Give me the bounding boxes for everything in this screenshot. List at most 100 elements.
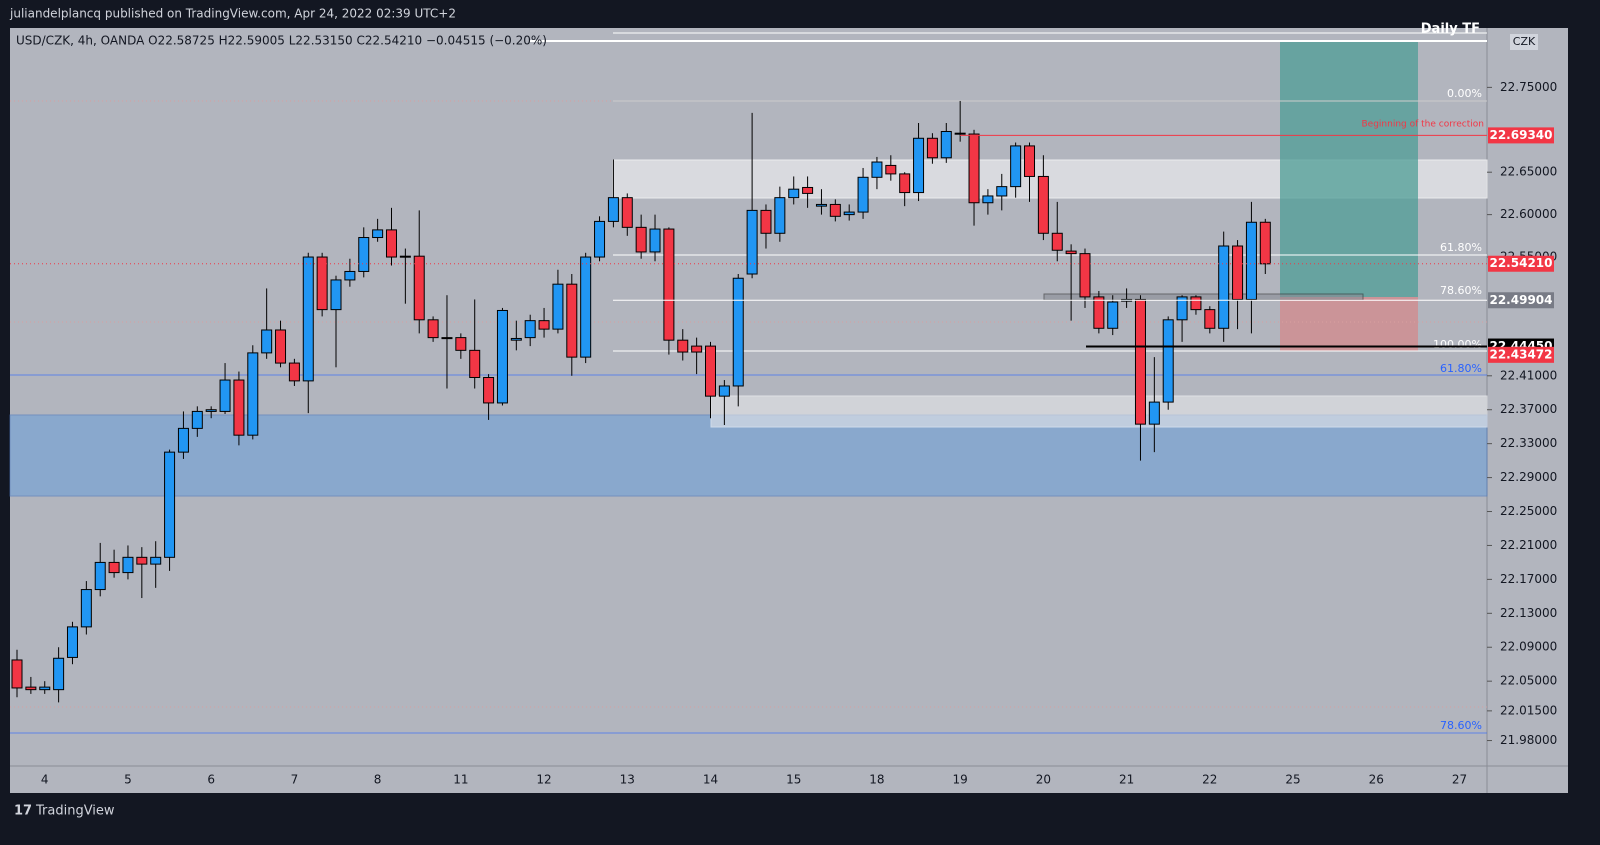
candle-body [455, 337, 467, 351]
candle-body [552, 283, 564, 330]
candle-body [982, 195, 994, 204]
candle-body [1134, 298, 1146, 425]
candle-body [1218, 245, 1230, 329]
price-label: 22.43472 [1489, 347, 1552, 361]
candle-body [25, 686, 37, 691]
candle-body [913, 137, 925, 194]
x-tick-label: 13 [620, 773, 635, 787]
candle-body [635, 226, 647, 253]
publish-header: juliandelplancq published on TradingView… [9, 7, 456, 21]
candle-body [177, 427, 189, 453]
candle-body [330, 279, 342, 311]
y-tick-label: 22.29000 [1500, 470, 1557, 484]
fib-label: 61.80% [1440, 241, 1482, 254]
candle-body [1176, 296, 1188, 321]
candle-body [469, 349, 481, 378]
long-stop [1280, 297, 1418, 351]
timeframe-note: Daily TF [1421, 22, 1480, 37]
candle-body [108, 561, 120, 574]
fib-label: 78.60% [1440, 284, 1482, 297]
x-tick-label: 8 [374, 773, 382, 787]
candle-body [594, 220, 606, 258]
price-label: 22.69340 [1489, 128, 1552, 142]
candle-body [483, 376, 495, 404]
long-target [1280, 42, 1418, 297]
candle-body [954, 132, 966, 135]
x-tick-label: 11 [453, 773, 468, 787]
candle-body [1162, 319, 1174, 403]
y-tick-label: 22.25000 [1500, 504, 1557, 518]
candle-body [1148, 401, 1160, 425]
candle-body [538, 320, 550, 330]
candle-body [233, 379, 245, 436]
candle-body [843, 211, 855, 216]
candle-body [899, 173, 911, 194]
price-label: 22.49904 [1489, 293, 1552, 307]
y-tick-label: 22.21000 [1500, 538, 1557, 552]
fib-label: 78.60% [1440, 719, 1482, 732]
candle-body [302, 256, 314, 382]
candle-body [1245, 221, 1257, 300]
candle-body [261, 329, 273, 354]
candle-body [1079, 253, 1091, 298]
correction-note: Beginning of the correction [1361, 120, 1484, 130]
candle-body [649, 228, 661, 253]
candle-body [607, 197, 619, 222]
y-tick-label: 22.37000 [1500, 402, 1557, 416]
candle-body [691, 345, 703, 353]
y-tick-label: 22.13000 [1500, 606, 1557, 620]
support-zone [710, 395, 1488, 428]
candle-body [316, 256, 328, 311]
x-tick-label: 15 [786, 773, 801, 787]
candle-body [1024, 145, 1036, 177]
candle-body [926, 137, 938, 159]
demand-zone [9, 414, 1488, 497]
candle-body [441, 337, 453, 340]
x-tick-label: 12 [536, 773, 551, 787]
candle-body [385, 229, 397, 258]
candle-body [1204, 309, 1216, 329]
x-tick-label: 20 [1036, 773, 1051, 787]
candle-body [732, 277, 744, 387]
currency-label: CZK [1513, 35, 1536, 48]
price-label-box [1488, 292, 1554, 309]
candle-body [344, 270, 356, 281]
candle-body [191, 410, 203, 429]
candle-body [164, 451, 176, 558]
candle-body [746, 209, 758, 275]
candle-body [718, 385, 730, 397]
x-tick-label: 18 [869, 773, 884, 787]
candle-body [705, 345, 716, 397]
candle-body [1232, 245, 1244, 300]
x-tick-label: 27 [1452, 773, 1467, 787]
candle-body [66, 626, 78, 658]
x-tick-label: 6 [207, 773, 215, 787]
candle-body [510, 337, 522, 341]
candle-body [1259, 221, 1271, 265]
candle-body [871, 161, 883, 178]
y-tick-label: 22.33000 [1500, 436, 1557, 450]
candle-body [122, 556, 134, 574]
candle-body [372, 229, 384, 239]
x-tick-label: 25 [1285, 773, 1300, 787]
candle-body [1190, 296, 1202, 311]
y-tick-label: 22.41000 [1500, 368, 1557, 382]
x-tick-label: 7 [291, 773, 299, 787]
y-tick-label: 22.65000 [1500, 165, 1557, 179]
candle-body [247, 352, 259, 436]
candle-body [1037, 175, 1049, 234]
range-box [1043, 293, 1364, 301]
y-tick-label: 21.98000 [1500, 733, 1557, 747]
candle-body [205, 409, 217, 412]
y-tick-label: 22.17000 [1500, 572, 1557, 586]
currency-box [1510, 34, 1538, 50]
candle-body [358, 237, 370, 272]
candle-body [39, 686, 51, 691]
candle-body [219, 379, 231, 412]
candle-body [774, 197, 786, 234]
candle-body [1065, 250, 1077, 255]
brand: TradingView [35, 804, 115, 819]
x-tick-label: 4 [41, 773, 49, 787]
x-tick-label: 5 [124, 773, 132, 787]
